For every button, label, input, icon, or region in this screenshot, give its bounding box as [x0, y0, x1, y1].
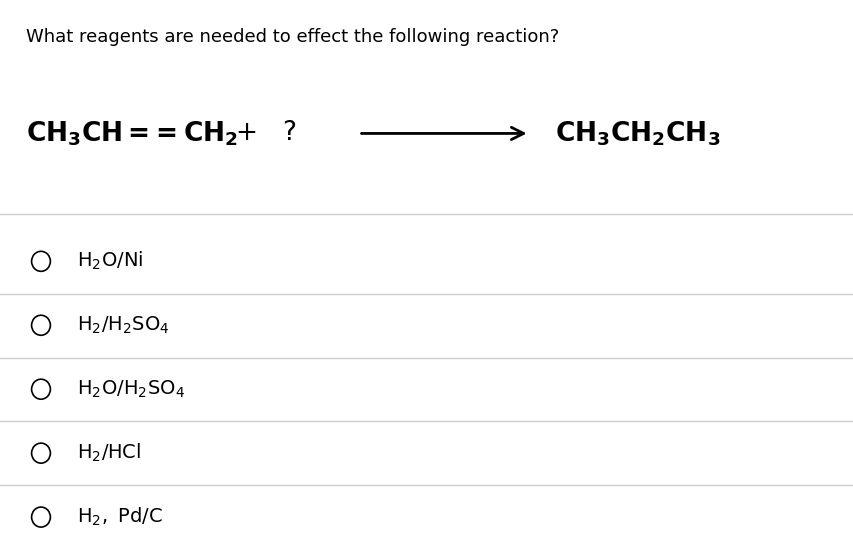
Text: $+$   $?$: $+$ $?$ [235, 121, 296, 146]
Text: $\mathbf{CH_3CH{=\!=}CH_2}$: $\mathbf{CH_3CH{=\!=}CH_2}$ [26, 119, 237, 148]
Text: $\mathregular{H_2/HCl}$: $\mathregular{H_2/HCl}$ [77, 442, 141, 464]
Text: $\mathregular{H_2O/Ni}$: $\mathregular{H_2O/Ni}$ [77, 250, 143, 272]
Text: What reagents are needed to effect the following reaction?: What reagents are needed to effect the f… [26, 28, 558, 46]
Text: $\mathbf{CH_3CH_2CH_3}$: $\mathbf{CH_3CH_2CH_3}$ [554, 119, 720, 148]
Text: $\mathregular{H_2,\ Pd/C}$: $\mathregular{H_2,\ Pd/C}$ [77, 506, 162, 528]
Text: $\mathregular{H_2/H_2SO_4}$: $\mathregular{H_2/H_2SO_4}$ [77, 315, 169, 336]
Text: $\mathregular{H_2O/H_2SO_4}$: $\mathregular{H_2O/H_2SO_4}$ [77, 379, 184, 400]
